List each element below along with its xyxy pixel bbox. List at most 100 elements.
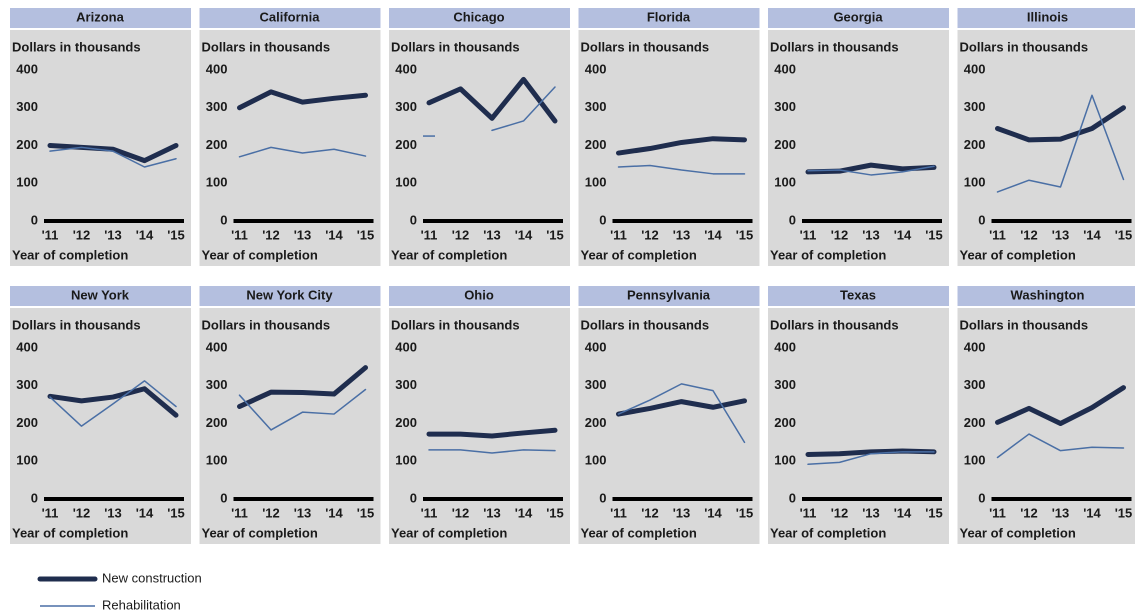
panel-header xyxy=(578,8,760,28)
x-tick-label: '14 xyxy=(1083,505,1101,520)
y-tick-label: 0 xyxy=(599,212,606,227)
y-tick-label: 400 xyxy=(585,61,607,76)
x-tick-label: '13 xyxy=(294,505,312,520)
y-tick-label: 400 xyxy=(964,339,986,354)
panel-header xyxy=(578,286,760,306)
x-tick-label: '11 xyxy=(42,505,59,520)
y-tick-label: 400 xyxy=(16,339,38,354)
y-axis-label: Dollars in thousands xyxy=(770,39,899,54)
x-tick-label: '14 xyxy=(1083,227,1101,242)
legend-label: New construction xyxy=(102,570,202,585)
panel-header xyxy=(199,8,381,28)
x-axis-label: Year of completion xyxy=(202,525,318,540)
y-tick-label: 400 xyxy=(964,61,986,76)
x-tick-label: '11 xyxy=(421,505,438,520)
panel xyxy=(768,30,949,266)
panel-header xyxy=(957,286,1135,306)
y-tick-label: 300 xyxy=(585,99,607,114)
x-tick-label: '15 xyxy=(1115,505,1133,520)
line-series xyxy=(617,383,746,444)
y-tick-label: 0 xyxy=(410,212,417,227)
x-tick-label: '14 xyxy=(136,227,154,242)
panel-title: New York City xyxy=(246,287,333,302)
x-axis-label: Year of completion xyxy=(391,525,507,540)
y-axis-label: Dollars in thousands xyxy=(391,317,520,332)
line-series xyxy=(238,388,367,431)
y-axis-label: Dollars in thousands xyxy=(391,39,520,54)
x-tick-label: '13 xyxy=(1052,227,1070,242)
x-axis-label: Year of completion xyxy=(581,247,697,262)
x-tick-label: '11 xyxy=(42,227,59,242)
panel xyxy=(199,30,381,266)
panel-title: Georgia xyxy=(833,9,883,24)
y-tick-label: 300 xyxy=(206,99,228,114)
x-tick-label: '15 xyxy=(167,227,185,242)
panel xyxy=(199,308,381,544)
y-axis-label: Dollars in thousands xyxy=(581,317,710,332)
y-tick-label: 100 xyxy=(206,175,228,190)
line-series xyxy=(995,385,1126,426)
panel-header xyxy=(768,286,949,306)
x-tick-label: '14 xyxy=(136,505,154,520)
y-tick-label: 0 xyxy=(220,490,227,505)
y-axis-label: Dollars in thousands xyxy=(581,39,710,54)
y-tick-label: 0 xyxy=(599,490,606,505)
x-tick-label: '15 xyxy=(736,505,754,520)
y-tick-label: 200 xyxy=(206,137,228,152)
x-axis-label: Year of completion xyxy=(960,525,1076,540)
y-tick-label: 0 xyxy=(31,490,38,505)
y-tick-label: 100 xyxy=(395,453,417,468)
y-tick-label: 400 xyxy=(206,61,228,76)
x-tick-label: '14 xyxy=(894,227,912,242)
y-axis-label: Dollars in thousands xyxy=(960,317,1089,332)
x-tick-label: '11 xyxy=(421,227,438,242)
y-axis-label: Dollars in thousands xyxy=(770,317,899,332)
line-series xyxy=(807,451,935,466)
y-tick-label: 400 xyxy=(774,61,796,76)
y-tick-label: 400 xyxy=(395,61,417,76)
x-tick-label: '15 xyxy=(167,505,185,520)
panel-title: Illinois xyxy=(1027,9,1068,24)
x-axis-label: Year of completion xyxy=(770,525,886,540)
x-tick-label: '13 xyxy=(1052,505,1070,520)
panel-title: Florida xyxy=(647,9,691,24)
panel-header xyxy=(389,8,570,28)
x-tick-label: '14 xyxy=(515,505,533,520)
y-tick-label: 200 xyxy=(16,137,38,152)
y-tick-label: 0 xyxy=(978,490,985,505)
x-tick-label: '15 xyxy=(546,227,564,242)
y-tick-label: 200 xyxy=(964,415,986,430)
y-tick-label: 0 xyxy=(978,212,985,227)
x-tick-label: '15 xyxy=(357,505,375,520)
x-axis-label: Year of completion xyxy=(391,247,507,262)
line-series xyxy=(47,386,179,418)
panel xyxy=(578,30,760,266)
y-tick-label: 100 xyxy=(16,453,38,468)
x-tick-label: '14 xyxy=(704,227,722,242)
y-tick-label: 400 xyxy=(395,339,417,354)
y-tick-label: 200 xyxy=(774,415,796,430)
x-tick-label: '12 xyxy=(641,505,659,520)
x-tick-label: '15 xyxy=(736,227,754,242)
x-tick-label: '13 xyxy=(104,505,122,520)
x-tick-label: '15 xyxy=(925,227,943,242)
y-tick-label: 400 xyxy=(774,339,796,354)
line-series xyxy=(807,165,935,176)
y-tick-label: 0 xyxy=(789,490,796,505)
panel xyxy=(10,308,191,544)
x-tick-label: '13 xyxy=(673,227,691,242)
x-tick-label: '13 xyxy=(483,505,501,520)
x-tick-label: '12 xyxy=(831,505,849,520)
y-tick-label: 300 xyxy=(395,99,417,114)
line-series xyxy=(49,380,177,427)
panel-title: California xyxy=(260,9,321,24)
y-tick-label: 0 xyxy=(789,212,796,227)
panel-title: Chicago xyxy=(453,9,504,24)
panel-header xyxy=(10,286,191,306)
y-tick-label: 300 xyxy=(964,99,986,114)
x-tick-label: '11 xyxy=(800,227,817,242)
line-series xyxy=(616,398,747,417)
y-tick-label: 100 xyxy=(585,453,607,468)
y-tick-label: 300 xyxy=(774,377,796,392)
